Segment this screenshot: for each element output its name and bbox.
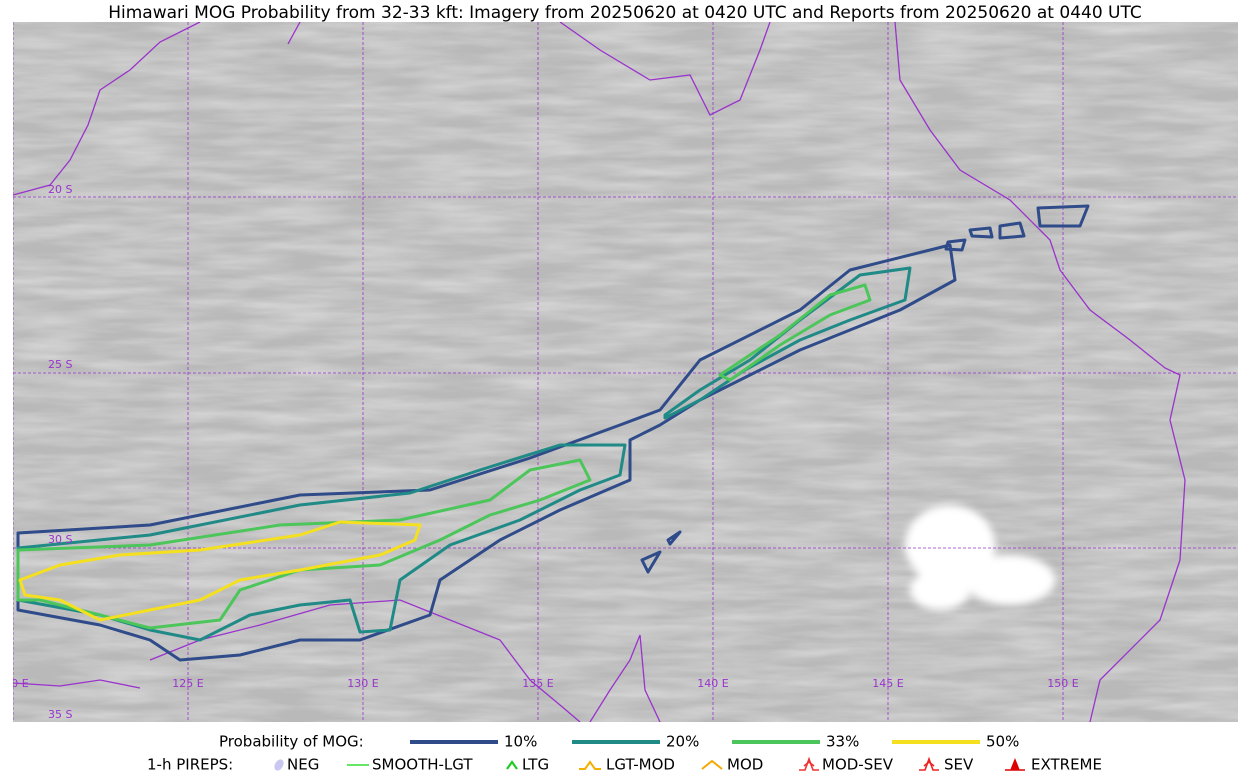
legend-heading: 1-h PIREPS: [147, 756, 233, 774]
lon-label: 125 E [172, 677, 203, 690]
grid [13, 22, 1238, 722]
legend-label: EXTREME [1031, 756, 1102, 774]
lon-label: 130 E [347, 677, 378, 690]
contours [16, 204, 1090, 662]
map-title: Himawari MOG Probability from 32-33 kft:… [108, 3, 1142, 23]
contour-10 [640, 204, 1090, 574]
lat-label: 30 S [48, 533, 72, 546]
pirep-icon [919, 756, 939, 771]
legend-label: MOD-SEV [822, 756, 894, 774]
pirep-icon [1005, 757, 1025, 771]
legend-label: SEV [944, 756, 974, 774]
lat-label: 35 S [48, 708, 72, 721]
legend-label: SMOOTH-LGT [372, 756, 473, 774]
pirep-icon [506, 760, 518, 770]
legend-label: MOD [727, 756, 763, 774]
pirep-icon [803, 760, 815, 767]
legend-heading: Probability of MOG: [219, 733, 364, 751]
legend-label: LGT-MOD [606, 756, 675, 774]
map-area: 20 S 25 S 30 S 35 S 120 E 125 E 130 E 135 E 140 … [0, 22, 1238, 722]
lat-label: 20 S [48, 183, 72, 196]
legend-label: 50% [986, 733, 1019, 751]
contour-20 [16, 266, 912, 642]
lon-label: 120 E [0, 677, 29, 690]
coastlines [13, 22, 1186, 722]
lon-label: 145 E [872, 677, 903, 690]
legend-label: 10% [504, 733, 537, 751]
legend-label: 20% [666, 733, 699, 751]
lon-label: 140 E [697, 677, 728, 690]
grid-labels: 20 S 25 S 30 S 35 S 120 E 125 E 130 E 135 E 140 … [0, 183, 1079, 721]
satellite-texture [13, 22, 1238, 722]
contour-50 [18, 520, 422, 622]
legend-label: NEG [287, 756, 319, 774]
lat-label: 25 S [48, 358, 72, 371]
pirep-icon [923, 760, 935, 767]
cloud-cluster [905, 505, 1055, 610]
lon-label: 135 E [522, 677, 553, 690]
legend: Probability of MOG: 10% 20% 33% 50% 1-h PIREP… [147, 733, 1102, 774]
legend-label: 33% [826, 733, 859, 751]
legend-label: LTG [522, 756, 549, 774]
lon-label: 150 E [1047, 677, 1078, 690]
contour-10 [16, 243, 957, 662]
pirep-icon [579, 760, 601, 770]
pirep-icon [701, 759, 723, 770]
pirep-icon [799, 756, 819, 771]
pirep-icon [274, 759, 284, 771]
